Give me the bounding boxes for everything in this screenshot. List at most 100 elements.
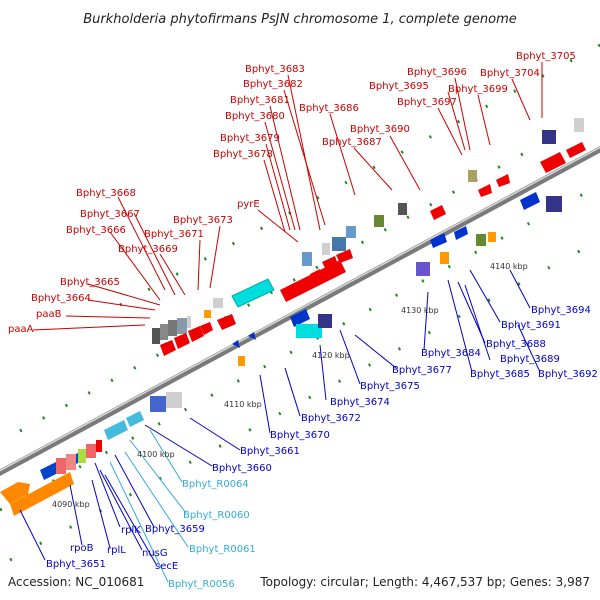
- gene-3660[interactable]: [166, 392, 182, 408]
- gene-3695[interactable]: [398, 203, 407, 215]
- gene-label[interactable]: Bphyt_3687: [322, 137, 382, 148]
- rna-label[interactable]: Bphyt_R0056: [168, 579, 235, 590]
- gene-label[interactable]: Bphyt_3694: [531, 305, 591, 316]
- gene-R0060[interactable]: [126, 411, 144, 427]
- gene-label[interactable]: Bphyt_3697: [397, 97, 457, 108]
- gene-secE[interactable]: [86, 444, 96, 458]
- gene-rplK[interactable]: [66, 454, 76, 470]
- gene-label[interactable]: rpoB: [70, 543, 94, 554]
- gene-label[interactable]: Bphyt_3691: [501, 320, 561, 331]
- gene-3675[interactable]: [248, 332, 256, 340]
- gene-label[interactable]: Bphyt_3666: [66, 225, 126, 236]
- gene-3690[interactable]: [374, 215, 384, 227]
- gene-label[interactable]: Bphyt_3670: [270, 430, 330, 441]
- gene-3681[interactable]: [322, 256, 338, 270]
- rna-label[interactable]: Bphyt_R0060: [183, 510, 250, 521]
- gene-rRNA[interactable]: [96, 440, 102, 452]
- gene-3664[interactable]: [168, 320, 177, 336]
- gene-3685[interactable]: [430, 233, 447, 248]
- rna-label[interactable]: Bphyt_R0061: [189, 544, 256, 555]
- gene-label[interactable]: Bphyt_3671: [144, 229, 204, 240]
- rna-label[interactable]: Bphyt_R0064: [182, 479, 249, 490]
- gene-label[interactable]: rplL: [107, 545, 126, 556]
- gene-3666[interactable]: [187, 316, 191, 328]
- gene-label[interactable]: Bphyt_3668: [76, 188, 136, 199]
- gene-label[interactable]: secE: [155, 561, 178, 572]
- gene-label[interactable]: Bphyt_3689: [500, 354, 560, 365]
- gene-label[interactable]: Bphyt_3674: [330, 397, 390, 408]
- gene-3661[interactable]: [238, 356, 245, 366]
- gene-3705c[interactable]: [566, 142, 586, 158]
- gene-3696[interactable]: [430, 205, 446, 220]
- gene-3699b[interactable]: [496, 174, 510, 187]
- gene-3704[interactable]: [542, 130, 556, 144]
- gene-label[interactable]: Bphyt_3659: [145, 524, 205, 535]
- gene-3684[interactable]: [440, 252, 449, 264]
- gene-label[interactable]: Bphyt_3682: [243, 79, 303, 90]
- gene-pyrE[interactable]: [231, 278, 275, 308]
- gene-label[interactable]: paaA: [8, 324, 34, 335]
- gene-label[interactable]: Bphyt_3688: [486, 339, 546, 350]
- gene-label[interactable]: Bphyt_3665: [60, 277, 120, 288]
- gene-label[interactable]: Bphyt_3705: [516, 51, 576, 62]
- gene-3687[interactable]: [346, 226, 356, 238]
- gene-label[interactable]: rplK: [121, 525, 141, 536]
- gene-label[interactable]: Bphyt_3660: [212, 463, 272, 474]
- gene-3691[interactable]: [454, 226, 468, 240]
- gene-3674[interactable]: [318, 314, 332, 328]
- gene-label[interactable]: Bphyt_3680: [225, 111, 285, 122]
- gene-3683[interactable]: [322, 243, 330, 255]
- gene-3668[interactable]: [174, 333, 190, 349]
- gene-3688[interactable]: [476, 234, 486, 246]
- gene-label[interactable]: Bphyt_3678: [213, 149, 273, 160]
- gene-3675a[interactable]: [232, 340, 240, 348]
- gene-3705b[interactable]: [540, 152, 566, 173]
- gene-label[interactable]: Bphyt_3704: [480, 68, 540, 79]
- gene-3671[interactable]: [217, 314, 236, 330]
- gene-3680[interactable]: [302, 252, 312, 266]
- gene-label[interactable]: Bphyt_3664: [31, 293, 91, 304]
- gene-label[interactable]: Bphyt_3661: [240, 446, 300, 457]
- gene-3705[interactable]: [574, 118, 584, 132]
- gene-paaB[interactable]: [160, 324, 168, 340]
- gene-3682[interactable]: [336, 249, 353, 263]
- gene-3697[interactable]: [468, 170, 477, 182]
- gene-3651[interactable]: [40, 462, 60, 480]
- gene-label[interactable]: Bphyt_3690: [350, 124, 410, 135]
- gene-3665[interactable]: [177, 318, 187, 334]
- gene-label[interactable]: Bphyt_3699: [448, 84, 508, 95]
- gene-3669[interactable]: [188, 326, 204, 342]
- gene-rplL[interactable]: [56, 458, 66, 474]
- gene-nusG[interactable]: [78, 449, 86, 463]
- gene-3673[interactable]: [213, 298, 223, 308]
- gene-label[interactable]: Bphyt_3684: [421, 348, 481, 359]
- gene-3670[interactable]: [290, 309, 310, 327]
- gene-rpoB-orange[interactable]: [0, 482, 30, 504]
- gene-R0056[interactable]: [104, 420, 128, 440]
- gene-3679[interactable]: [310, 269, 322, 281]
- gene-3686[interactable]: [332, 237, 346, 251]
- gene-label[interactable]: paaB: [36, 309, 62, 320]
- gene-paaA[interactable]: [152, 328, 160, 344]
- gene-label[interactable]: Bphyt_3683: [245, 64, 305, 75]
- gene-label[interactable]: pyrE: [237, 199, 260, 210]
- gene-label[interactable]: Bphyt_3677: [392, 365, 452, 376]
- gene-label[interactable]: Bphyt_3669: [118, 244, 178, 255]
- gene-label[interactable]: Bphyt_3681: [230, 95, 290, 106]
- gene-label[interactable]: Bphyt_3673: [173, 215, 233, 226]
- gene-3671b[interactable]: [204, 310, 211, 318]
- gene-3689[interactable]: [488, 232, 496, 242]
- gene-3692[interactable]: [520, 192, 540, 210]
- gene-label[interactable]: Bphyt_3651: [46, 559, 106, 570]
- gene-3659[interactable]: [150, 396, 166, 412]
- gene-3694[interactable]: [546, 196, 562, 212]
- gene-label[interactable]: Bphyt_3692: [538, 369, 598, 380]
- gene-3667[interactable]: [160, 340, 176, 356]
- gene-label[interactable]: nusG: [142, 548, 168, 559]
- gene-label[interactable]: Bphyt_3675: [360, 381, 420, 392]
- gene-label[interactable]: Bphyt_3695: [369, 81, 429, 92]
- gene-3677[interactable]: [416, 262, 430, 276]
- gene-label[interactable]: Bphyt_3679: [220, 133, 280, 144]
- gene-label[interactable]: Bphyt_3696: [407, 67, 467, 78]
- gene-label[interactable]: Bphyt_3672: [301, 413, 361, 424]
